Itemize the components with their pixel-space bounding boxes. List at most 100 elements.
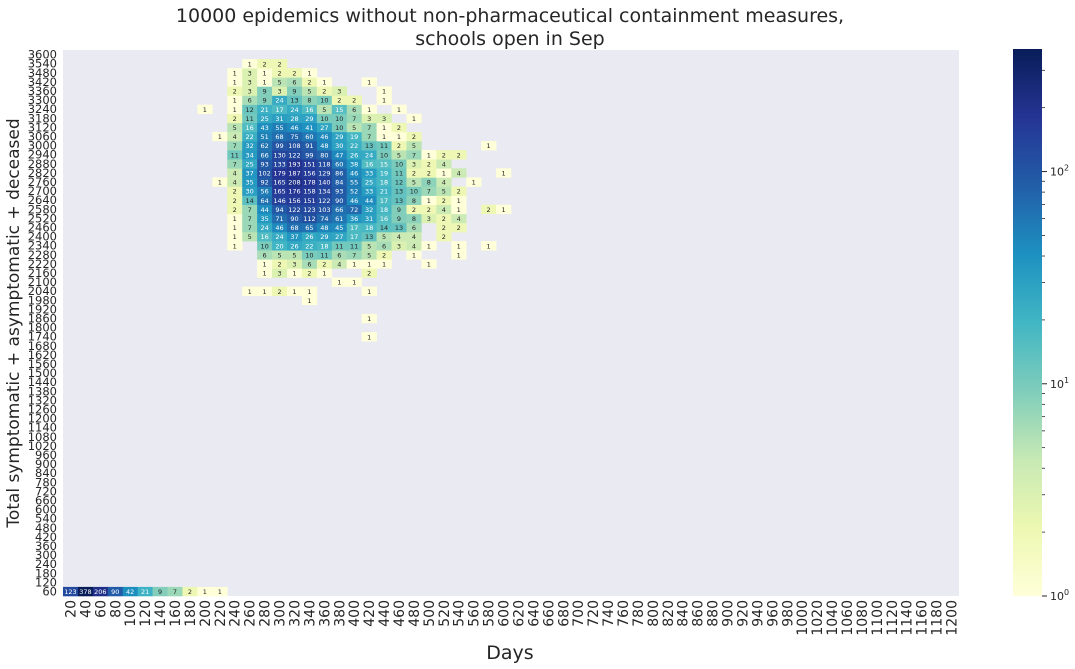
cell-value-label: 102 [258,169,270,177]
cell-value-label: 35 [260,215,268,223]
cell-value-label: 10 [395,160,403,168]
cell-value-label: 2 [277,260,281,268]
heatmap-cell [257,95,273,105]
heatmap-cell [361,259,377,269]
heatmap-cell [257,204,273,215]
cell-value-label: 1 [233,233,237,241]
heatmap-cell [272,186,288,196]
heatmap-cell [272,131,288,142]
cell-value-label: 80 [320,151,328,159]
heatmap-cell [257,131,273,142]
heatmap-cell [227,241,243,251]
heatmap-cell [436,177,452,187]
x-tick-label: 680 [556,600,572,627]
heatmap-cell [361,213,377,224]
heatmap-cell [436,232,452,242]
cell-value-label: 3 [367,115,371,123]
heatmap-cell [316,222,333,233]
heatmap-cell [361,186,377,196]
heatmap-cell [227,159,243,169]
heatmap-cell [421,204,437,215]
heatmap-cell [376,95,392,105]
x-tick-label: 360 [317,600,333,627]
heatmap-cell [331,177,348,187]
heatmap-cell [361,250,377,260]
cell-value-label: 26 [305,233,313,241]
heatmap-cell [301,150,318,160]
heatmap-cell [391,168,407,178]
cell-value-label: 7 [233,160,237,168]
cell-value-label: 7 [427,188,431,196]
cell-value-label: 24 [365,151,373,159]
x-tick-label: 200 [198,600,214,627]
heatmap-cell [272,68,288,78]
cell-value-label: 2 [322,260,326,268]
heatmap-cell [301,131,318,142]
cell-value-label: 2 [412,169,416,177]
heatmap-cell [436,159,452,169]
heatmap-cell [331,141,348,151]
y-tick-label: 720 [35,484,57,498]
cell-value-label: 6 [337,251,341,259]
cell-value-label: 151 [303,197,315,205]
cell-value-label: 4 [442,206,446,214]
heatmap-cell [242,131,258,142]
heatmap-cell [257,150,273,160]
heatmap-cell [421,195,437,205]
cell-value-label: 13 [365,233,373,241]
cell-value-label: 2 [427,206,431,214]
cell-value-label: 11 [395,169,403,177]
cell-value-label: 22 [350,142,358,150]
cell-value-label: 66 [260,151,268,159]
heatmap-cell [272,159,288,169]
heatmap-cell [272,241,288,251]
heatmap-cell [301,250,318,260]
cell-value-label: 5 [307,88,311,96]
cell-value-label: 10 [380,151,388,159]
heatmap-cell [301,141,318,151]
y-tick-label: 2160 [28,266,57,280]
heatmap-cell [406,177,422,187]
heatmap-cell [227,177,243,187]
heatmap-cell [361,204,377,215]
colorbar-tick-label: 100 [1050,588,1069,603]
cell-value-label: 9 [263,97,267,105]
heatmap-cell [331,168,348,178]
cell-value-label: 33 [365,169,373,177]
heatmap-cell [257,141,273,151]
x-tick-label: 760 [616,600,632,627]
heatmap-cell [227,77,243,87]
heatmap-cell [436,186,452,196]
cell-value-label: 91 [305,142,313,150]
heatmap-cell [242,150,258,160]
cell-value-label: 2 [397,142,401,150]
heatmap-cell [346,177,362,187]
heatmap-cell [421,259,437,269]
heatmap-cell [287,141,303,151]
heatmap-cell [346,204,362,215]
cell-value-label: 4 [442,179,446,187]
heatmap-cell [137,586,153,597]
cell-value-label: 4 [412,233,416,241]
cell-value-label: 1 [337,279,341,287]
heatmap-cell [257,222,273,233]
cell-value-label: 18 [365,224,373,232]
cell-value-label: 42 [126,588,134,596]
x-tick-label: 1180 [930,600,946,636]
heatmap-cell [301,168,318,178]
cell-value-label: 2 [292,69,296,77]
cell-value-label: 2 [337,97,341,105]
cell-value-label: 5 [277,78,281,86]
cell-value-label: 9 [397,206,401,214]
heatmap-cell [227,195,243,205]
cell-value-label: 5 [292,251,296,259]
cell-value-label: 5 [397,151,401,159]
cell-value-label: 130 [273,151,285,159]
heatmap-cell [257,268,273,278]
y-tick-label: 2520 [28,211,57,225]
y-tick-label: 2580 [28,202,57,216]
heatmap-cell [287,241,303,251]
cell-value-label: 4 [412,242,416,250]
heatmap-cell [361,232,377,242]
heatmap-cell [406,113,422,124]
